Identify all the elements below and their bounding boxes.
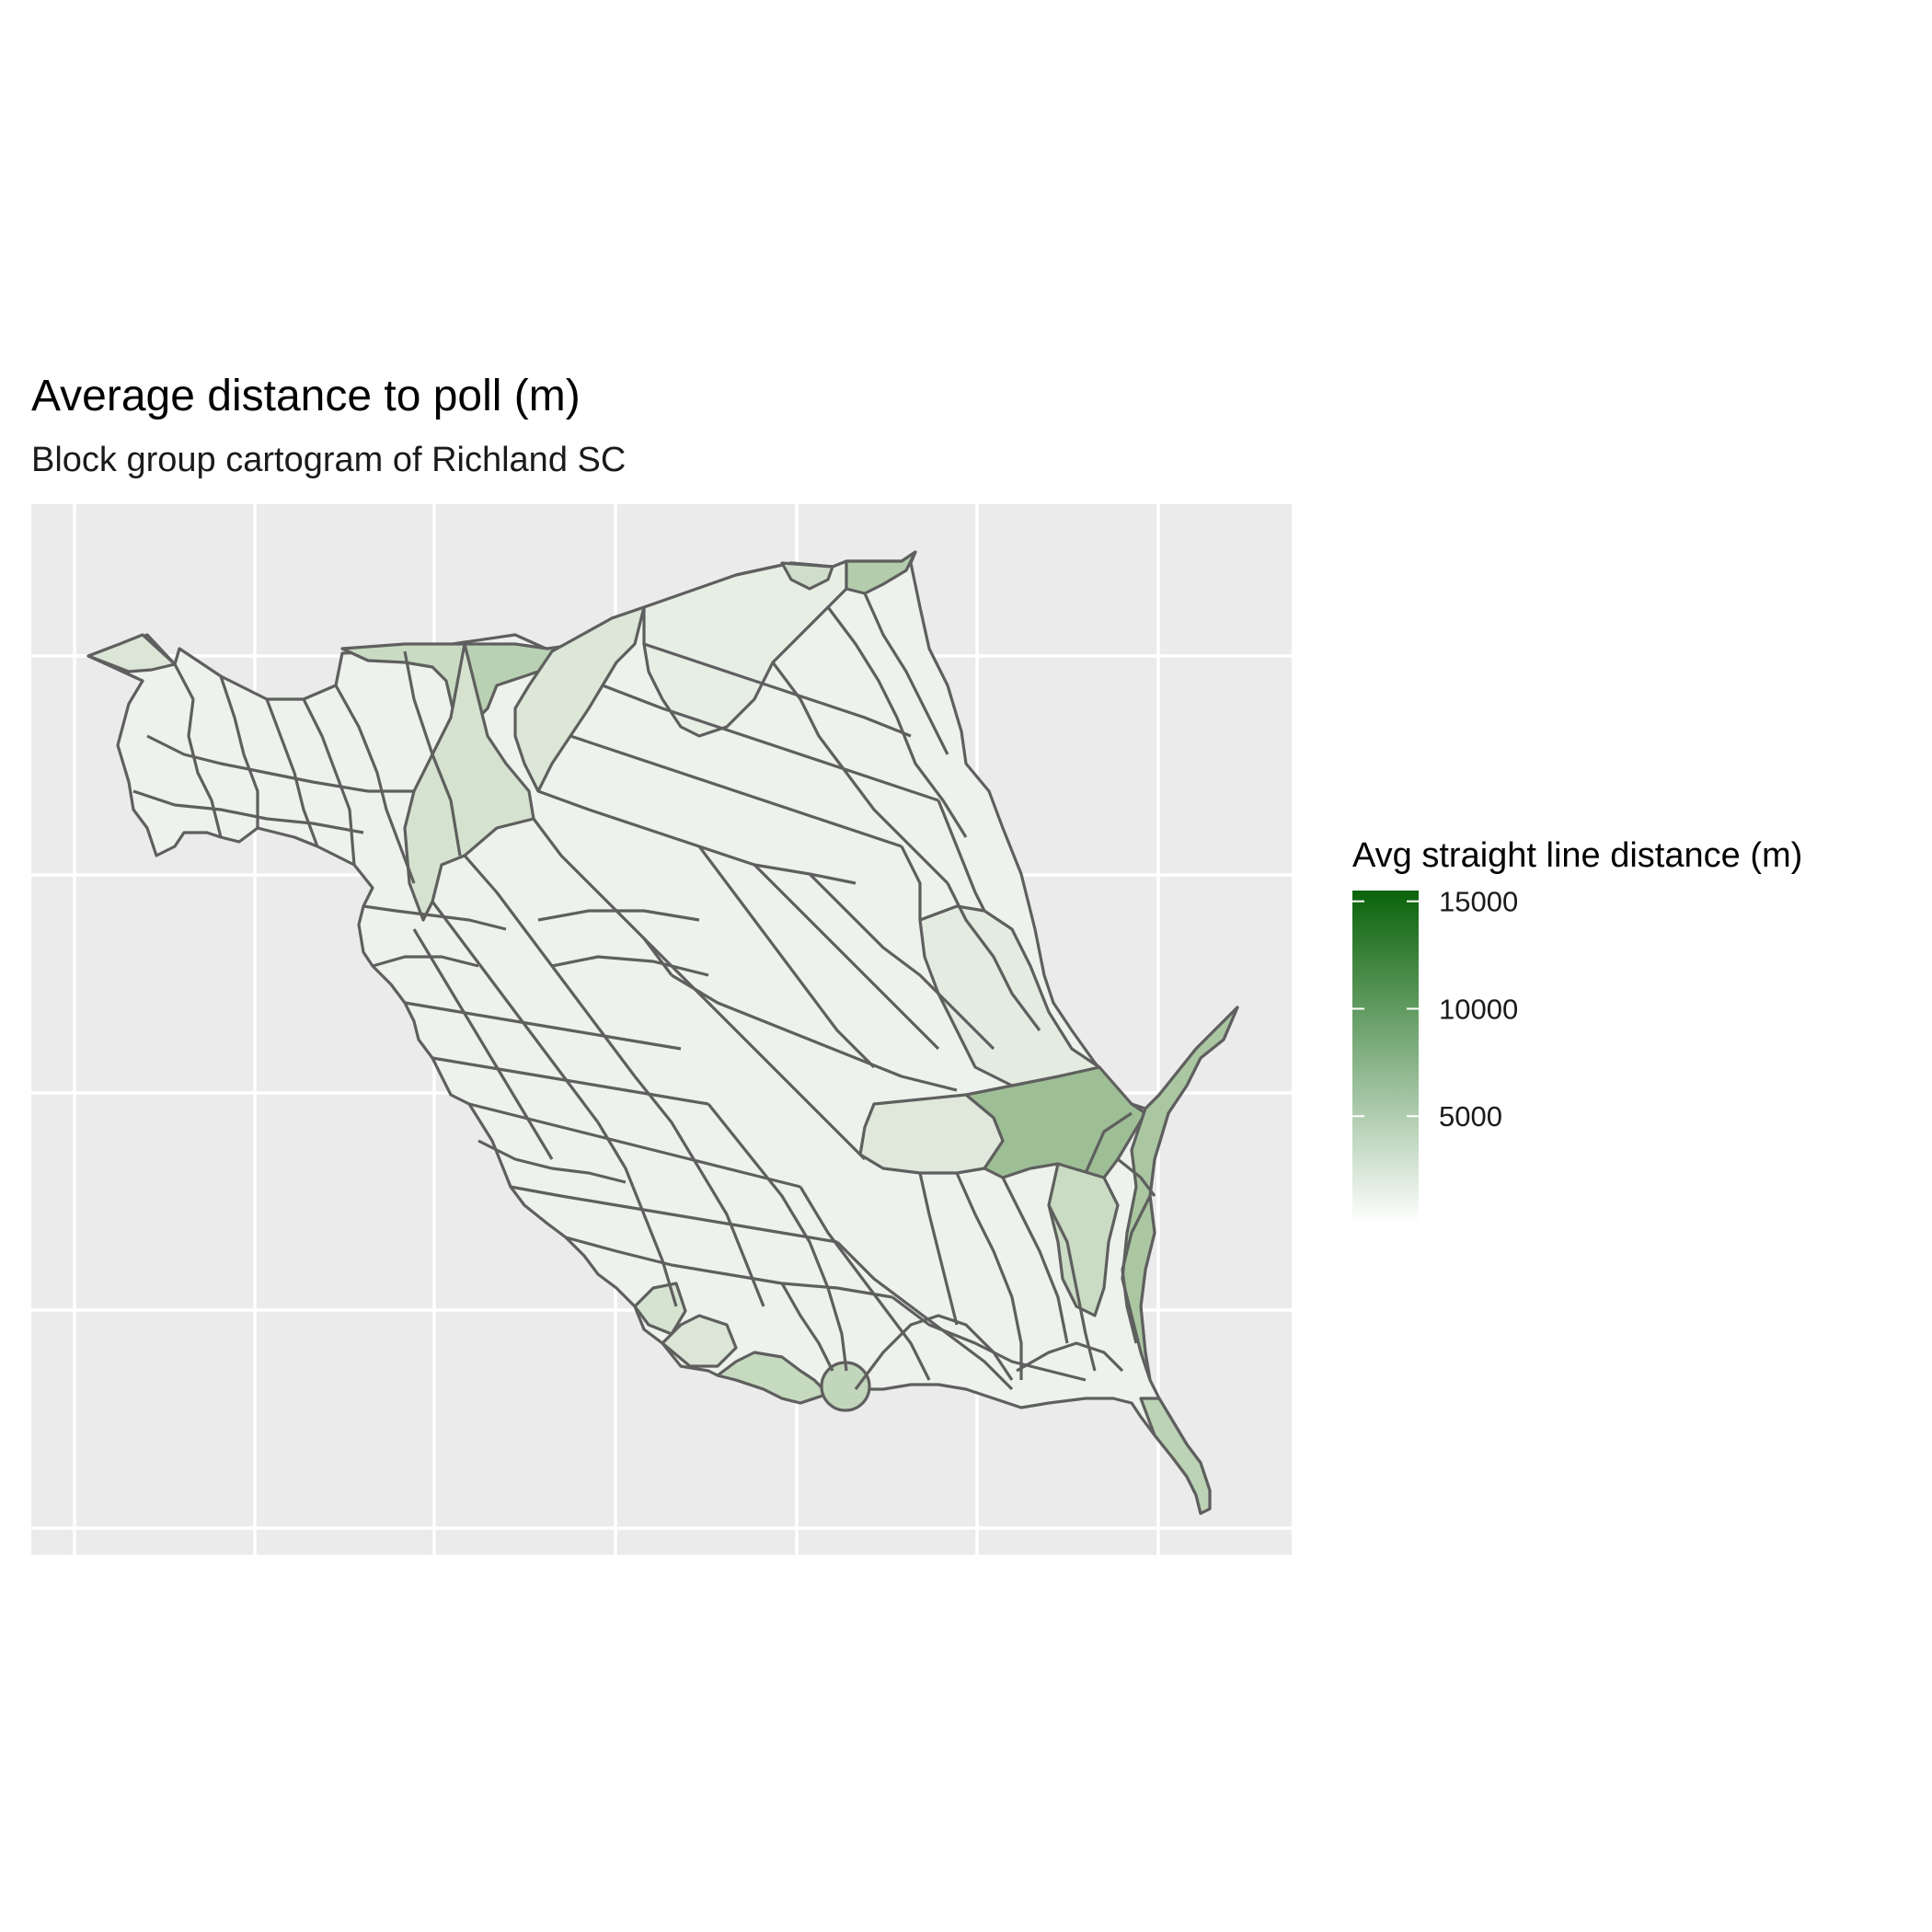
boundary-line-24 [565, 1236, 893, 1299]
boundary-line-32 [707, 1103, 848, 1372]
boundary-line-23 [510, 1185, 838, 1244]
boundary-line-50 [362, 904, 507, 931]
boundary-line-20 [404, 1001, 682, 1051]
boundary-line-47 [551, 955, 709, 977]
central-east-region [858, 1093, 1005, 1175]
legend: Avg straight line distance (m) 5000 10000… [1352, 836, 1802, 1224]
north-tip [845, 550, 917, 595]
block-group-boundaries [132, 592, 1156, 1391]
boundary-line-46 [537, 909, 700, 922]
boundary-line-8 [132, 789, 364, 834]
boundary-line-11 [569, 734, 903, 848]
boundary-line-16 [863, 592, 949, 755]
boundary-line-13 [643, 642, 912, 738]
legend-label-3: 15000 [1439, 886, 1518, 918]
boundary-line-18 [431, 901, 600, 1123]
boundary-line-7 [146, 734, 414, 793]
boundary-line-27 [697, 845, 876, 1069]
boundary-line-52 [1117, 1157, 1156, 1197]
boundary-line-4 [302, 698, 356, 866]
south-circle [820, 1361, 871, 1412]
north-wedge [403, 642, 535, 922]
boundary-line-53 [1084, 1111, 1133, 1174]
boundary-line-43 [937, 799, 986, 912]
boundary-line-22 [468, 1102, 801, 1189]
boundary-line-12 [602, 684, 939, 802]
boundary-line-19 [412, 928, 554, 1160]
boundary-line-40 [1016, 1341, 1124, 1373]
east-tail [1139, 1397, 1212, 1515]
boundary-line-41 [854, 1314, 1014, 1390]
boundary-line-48 [477, 1139, 627, 1184]
east-upper-region [918, 904, 1101, 1087]
legend-label-1: 5000 [1439, 1100, 1502, 1133]
boundary-line-21 [431, 1056, 709, 1106]
boundary-line-33 [799, 1186, 931, 1381]
boundary-line-6 [403, 650, 462, 857]
legend-label-2: 10000 [1439, 993, 1518, 1025]
boundary-line-44 [946, 882, 1041, 1031]
boundary-line-30 [596, 1121, 678, 1307]
boundary-line-14 [771, 661, 949, 885]
east-inner-region [1047, 1162, 1120, 1317]
boundary-line-45 [900, 845, 922, 920]
boundary-line-51 [1121, 1195, 1152, 1344]
boundary-line-36 [918, 1172, 959, 1326]
richland-block-groups [86, 550, 1239, 1515]
boundary-line-38 [1001, 1177, 1069, 1344]
boundary-line-29 [808, 872, 995, 1051]
map-subtitle: Block group cartogram of Richland SC [31, 441, 626, 479]
map-title: Average distance to poll (m) [31, 372, 581, 420]
boundary-line-37 [955, 1172, 1023, 1380]
boundary-line-2 [219, 675, 259, 828]
north-cap [780, 561, 834, 591]
boundary-line-49 [372, 955, 479, 968]
legend-title: Avg straight line distance (m) [1352, 836, 1802, 875]
boundary-line-1 [173, 663, 223, 838]
boundary-line-28 [753, 863, 940, 1051]
south-lobe-2 [661, 1314, 738, 1368]
boundary-line-25 [642, 937, 867, 1161]
boundary-line-26 [671, 973, 958, 1092]
legend-colorbar [1352, 891, 1419, 1224]
boundary-line-15 [826, 606, 968, 838]
boundary-line-42 [780, 1282, 834, 1372]
boundary-line-31 [633, 1075, 765, 1307]
legend-ticks: 5000 10000 15000 [1352, 886, 1518, 1133]
